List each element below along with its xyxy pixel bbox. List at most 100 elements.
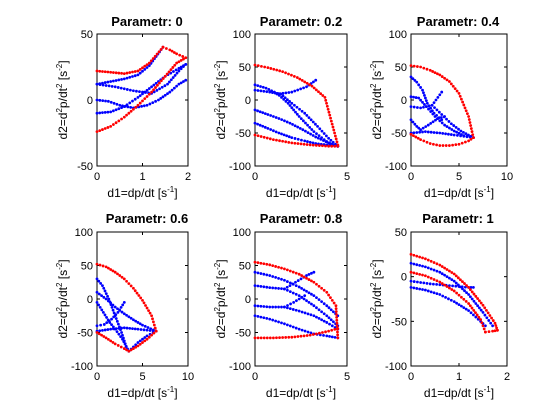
red-series-point: [475, 313, 479, 317]
red-series-point: [143, 64, 147, 68]
blue-series-point: [305, 289, 308, 293]
red-series-point: [450, 288, 454, 291]
red-series-point: [462, 297, 466, 301]
blue-series-point: [311, 120, 315, 124]
blue-series-point: [312, 130, 316, 134]
blue-series-point: [438, 131, 442, 135]
red-series-point: [157, 50, 161, 54]
blue-series-point: [297, 285, 301, 289]
y-tick-label: 50: [81, 261, 93, 273]
blue-series-point: [415, 125, 419, 128]
red-series-point: [147, 335, 151, 339]
red-series-point: [100, 333, 103, 337]
red-series-point: [438, 263, 442, 267]
red-series-point: [457, 142, 461, 146]
red-series-point: [335, 321, 339, 325]
blue-series-point: [266, 113, 270, 116]
red-series-point: [117, 71, 121, 75]
red-series-point: [275, 138, 278, 142]
blue-series-point: [457, 285, 461, 288]
blue-series-point: [256, 89, 260, 92]
blue-series-point: [121, 337, 124, 341]
blue-series-point: [145, 103, 149, 107]
blue-series-point: [288, 324, 292, 328]
red-series-point: [325, 104, 329, 108]
red-series-point: [133, 289, 137, 293]
blue-series-point: [305, 85, 308, 89]
blue-series-point: [172, 86, 176, 90]
blue-series-point: [322, 319, 326, 323]
blue-series-point: [296, 88, 300, 92]
blue-series-point: [424, 288, 427, 292]
blue-series-point: [327, 306, 331, 310]
red-series-point: [323, 95, 327, 99]
blue-series-point: [422, 105, 425, 109]
blue-series-point: [418, 264, 422, 267]
blue-series-point: [436, 117, 440, 120]
blue-series-point: [309, 331, 313, 335]
x-tick-label: 0: [94, 371, 100, 383]
blue-series-point: [310, 128, 314, 131]
y-tick-label: 100: [75, 227, 93, 239]
blue-series-point: [301, 128, 305, 132]
red-series-point: [145, 337, 149, 341]
red-series-point: [425, 67, 429, 71]
blue-series-point: [479, 308, 483, 312]
red-series-point: [335, 324, 339, 328]
red-series-point: [111, 71, 115, 74]
blue-series-point: [457, 127, 460, 131]
red-series-point: [284, 71, 287, 75]
y-axis-label: d2=d2p/dt2 [s-2]: [369, 259, 384, 338]
blue-series-point: [262, 89, 266, 93]
blue-series-point: [424, 99, 428, 103]
red-series-point: [457, 92, 461, 95]
red-series-point: [153, 54, 157, 58]
blue-series-point: [110, 305, 114, 309]
blue-series-point: [413, 79, 417, 82]
blue-series-point: [115, 102, 119, 106]
blue-series-point: [294, 292, 298, 296]
red-series-point: [455, 89, 459, 93]
red-series-point: [287, 140, 291, 144]
y-tick-label: -50: [391, 316, 407, 328]
red-series-point: [438, 280, 442, 284]
blue-series-point: [136, 341, 140, 344]
blue-series-point: [320, 310, 324, 314]
blue-series-point: [316, 125, 319, 128]
blue-series-point: [110, 317, 113, 321]
blue-series-point: [409, 261, 413, 265]
red-series-point: [467, 139, 470, 143]
red-series-point: [418, 255, 422, 259]
red-series-point: [305, 81, 309, 85]
blue-series-point: [258, 123, 262, 127]
blue-series-point: [306, 131, 310, 135]
blue-series-point: [459, 134, 462, 138]
blue-series-point: [329, 138, 333, 142]
blue-series-point: [317, 308, 321, 312]
blue-series-point: [256, 304, 260, 308]
red-series-point: [487, 330, 491, 334]
blue-series-point: [424, 105, 428, 108]
red-series-point: [283, 267, 286, 271]
red-series-point: [433, 71, 437, 75]
red-series-point: [409, 132, 413, 136]
red-series-point: [493, 329, 497, 333]
red-series-point: [101, 264, 105, 268]
blue-series-point: [421, 288, 424, 291]
blue-series-point: [441, 131, 445, 135]
blue-series-point: [429, 290, 433, 294]
blue-series-point: [253, 304, 257, 308]
blue-series-point: [120, 78, 123, 81]
blue-series-point: [280, 287, 283, 291]
blue-series-point: [141, 92, 144, 96]
red-series-point: [409, 64, 413, 68]
red-series-point: [164, 47, 168, 50]
red-series-point: [328, 113, 332, 117]
blue-series-point: [294, 326, 298, 330]
red-series-point: [296, 335, 300, 338]
blue-series-point: [294, 284, 298, 287]
red-series-point: [448, 80, 451, 83]
blue-series-point: [122, 87, 126, 91]
